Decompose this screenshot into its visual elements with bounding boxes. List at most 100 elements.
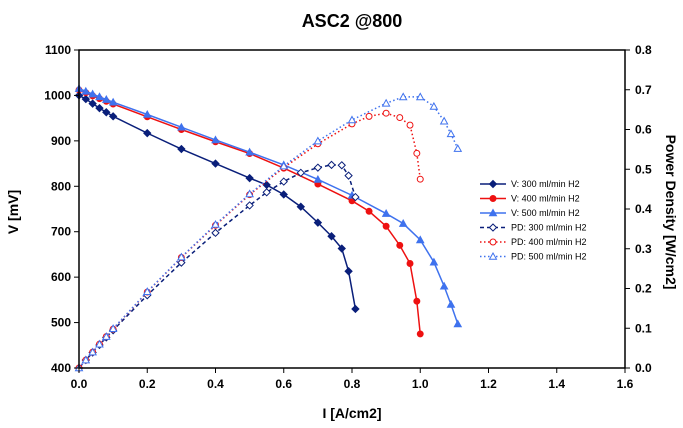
data-point	[413, 149, 421, 157]
data-point	[416, 175, 424, 183]
y-tick-label: 900	[51, 134, 71, 148]
data-point	[446, 129, 456, 138]
x-tick-label: 1.6	[617, 377, 634, 391]
data-point	[177, 144, 186, 154]
data-point	[296, 168, 306, 178]
y-tick-label: 1100	[45, 43, 71, 57]
legend-entry: V: 400 ml/min H2	[480, 194, 580, 204]
y2-tick-label: 0.1	[635, 321, 652, 335]
y2-tick-label: 0.2	[635, 282, 652, 296]
data-point	[313, 174, 323, 183]
x-tick-label: 1.4	[548, 377, 565, 391]
data-point	[351, 192, 360, 202]
series-line	[78, 94, 357, 310]
y2-tick-label: 0.7	[635, 83, 652, 97]
data-point	[245, 173, 254, 183]
data-point	[406, 121, 414, 129]
legend-entry: V: 300 ml/min H2	[480, 179, 580, 189]
data-point	[296, 202, 306, 211]
y2-tick-label: 0.3	[635, 242, 652, 256]
axes: 0.0 0.2 0.4 0.6 0.8 1.0 1.2 1.4 1.6 400 500 600 700 8…	[44, 43, 652, 391]
series-line	[78, 164, 357, 369]
data-point	[142, 287, 152, 295]
data-point	[344, 171, 353, 180]
data-point	[177, 252, 186, 261]
data-point	[327, 232, 336, 241]
data-point	[446, 299, 456, 308]
y-tick-label: 800	[51, 179, 71, 193]
legend-label: PD: 400 ml/min H2	[511, 237, 587, 247]
data-point	[108, 112, 118, 121]
data-point	[262, 180, 271, 190]
y-tick-label: 400	[51, 361, 71, 375]
data-point	[327, 160, 336, 170]
data-point	[337, 161, 346, 170]
data-point	[351, 304, 360, 314]
series-3	[74, 84, 463, 328]
data-point	[429, 101, 439, 110]
data-point	[415, 235, 425, 244]
data-point	[453, 319, 463, 328]
data-point	[88, 99, 97, 108]
legend-label: PD: 500 ml/min H2	[511, 252, 587, 262]
x-tick-label: 1.2	[480, 377, 497, 391]
legend-marker	[489, 195, 497, 202]
data-point	[142, 109, 152, 118]
data-point	[347, 115, 357, 124]
x-tick-label: 0.6	[275, 377, 292, 391]
legend-label: PD: 300 ml/min H2	[511, 223, 587, 233]
data-point	[245, 189, 254, 198]
data-point	[279, 161, 289, 170]
data-point	[381, 98, 391, 107]
data-point	[396, 241, 404, 249]
x-tick-label: 0.8	[344, 377, 361, 391]
y2-tick-label: 0.0	[635, 361, 652, 375]
data-point	[211, 159, 220, 168]
data-point	[81, 94, 91, 104]
series-1	[74, 91, 360, 314]
data-point	[101, 332, 111, 340]
data-point	[365, 112, 373, 120]
legend-entry: PD: 500 ml/min H2	[480, 252, 587, 262]
legend-marker	[488, 223, 498, 232]
data-point	[245, 147, 254, 156]
y-tick-label: 600	[51, 270, 71, 284]
data-point	[102, 108, 111, 117]
legend-entry: PD: 300 ml/min H2	[480, 223, 587, 233]
data-point	[101, 94, 111, 103]
data-point	[108, 97, 118, 106]
data-point	[81, 355, 91, 364]
data-point	[95, 339, 104, 348]
data-point	[88, 89, 97, 98]
data-point	[211, 219, 220, 228]
series-4	[74, 160, 360, 373]
data-point	[245, 201, 254, 210]
data-point	[313, 218, 323, 227]
data-point	[429, 257, 439, 266]
data-point	[398, 92, 408, 101]
legend-entry: PD: 400 ml/min H2	[480, 237, 587, 247]
legend-marker	[488, 251, 498, 260]
data-point	[415, 92, 425, 101]
data-point	[313, 136, 323, 145]
data-point	[344, 267, 353, 276]
data-point	[88, 347, 97, 356]
series-6	[74, 92, 463, 372]
chart-title: ASC2 @800	[302, 11, 403, 31]
data-point	[177, 122, 186, 131]
data-point	[95, 92, 104, 101]
data-point	[365, 207, 373, 215]
legend-entry: V: 500 ml/min H2	[480, 208, 580, 218]
data-point	[381, 209, 391, 217]
data-point	[406, 260, 414, 267]
data-point	[313, 163, 323, 172]
data-point	[416, 330, 424, 338]
legend-label: V: 400 ml/min H2	[511, 194, 580, 204]
data-point	[279, 190, 288, 199]
data-point	[211, 228, 220, 238]
data-point	[382, 109, 390, 117]
legend-label: V: 300 ml/min H2	[511, 179, 580, 189]
legend: V: 300 ml/min H2 V: 400 ml/min H2 V: 500 m…	[480, 179, 587, 262]
x-tick-label: 0.4	[207, 377, 224, 391]
